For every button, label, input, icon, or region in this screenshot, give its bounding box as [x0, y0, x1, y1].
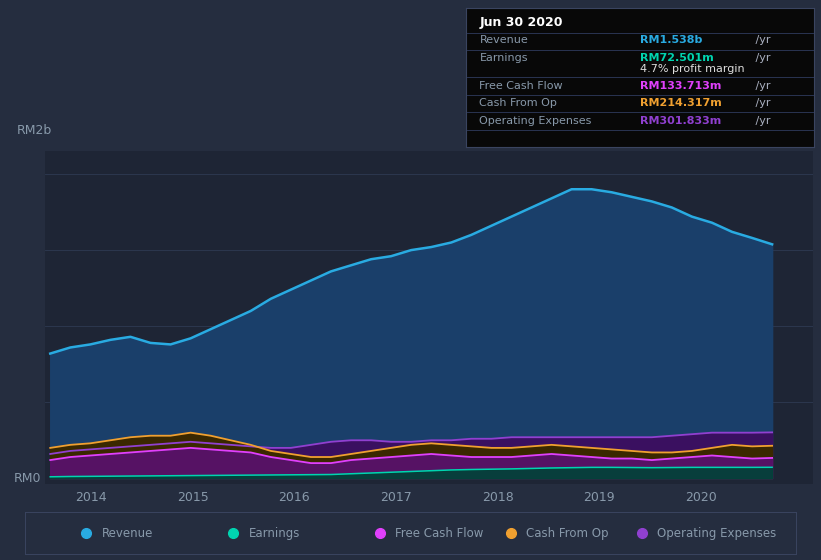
Text: Jun 30 2020: Jun 30 2020 — [479, 16, 563, 29]
Text: /yr: /yr — [752, 98, 770, 108]
Text: RM214.317m: RM214.317m — [640, 98, 722, 108]
Text: Revenue: Revenue — [479, 35, 528, 45]
Text: Revenue: Revenue — [102, 527, 154, 540]
Text: RM0: RM0 — [14, 472, 41, 485]
Text: 4.7% profit margin: 4.7% profit margin — [640, 64, 745, 74]
Text: Operating Expenses: Operating Expenses — [658, 527, 777, 540]
Text: /yr: /yr — [752, 115, 770, 125]
Text: Cash From Op: Cash From Op — [526, 527, 608, 540]
Text: Operating Expenses: Operating Expenses — [479, 115, 592, 125]
Text: Free Cash Flow: Free Cash Flow — [479, 81, 563, 91]
Text: /yr: /yr — [752, 53, 770, 63]
Text: Free Cash Flow: Free Cash Flow — [395, 527, 484, 540]
Text: RM133.713m: RM133.713m — [640, 81, 722, 91]
Text: RM301.833m: RM301.833m — [640, 115, 721, 125]
Text: RM2b: RM2b — [16, 124, 52, 137]
Text: /yr: /yr — [752, 81, 770, 91]
Text: Earnings: Earnings — [249, 527, 300, 540]
Text: /yr: /yr — [752, 35, 770, 45]
Text: Cash From Op: Cash From Op — [479, 98, 557, 108]
Text: RM1.538b: RM1.538b — [640, 35, 702, 45]
Text: Earnings: Earnings — [479, 53, 528, 63]
Text: RM72.501m: RM72.501m — [640, 53, 713, 63]
